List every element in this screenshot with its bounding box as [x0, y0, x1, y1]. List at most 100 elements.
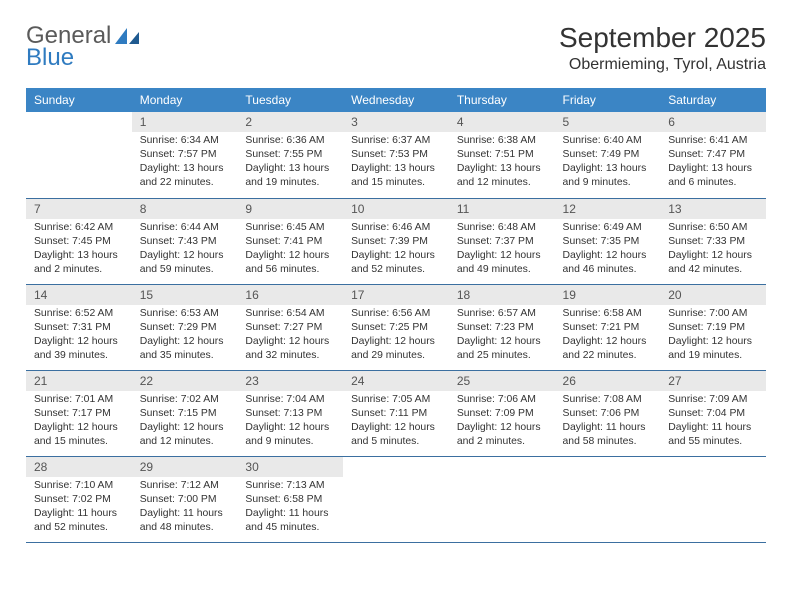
sunrise-line: Sunrise: 7:12 AM [140, 479, 230, 493]
sunset-line: Sunset: 7:49 PM [563, 148, 653, 162]
calendar-cell: 17Sunrise: 6:56 AMSunset: 7:25 PMDayligh… [343, 284, 449, 370]
day-number: 18 [449, 285, 555, 305]
sunset-line: Sunset: 7:13 PM [245, 407, 335, 421]
sunrise-line: Sunrise: 6:53 AM [140, 307, 230, 321]
sunrise-line: Sunrise: 6:38 AM [457, 134, 547, 148]
sunset-line: Sunset: 7:35 PM [563, 235, 653, 249]
daylight-line: Daylight: 12 hours and 46 minutes. [563, 249, 653, 277]
daylight-line: Daylight: 13 hours and 19 minutes. [245, 162, 335, 190]
day-number: 4 [449, 112, 555, 132]
sunrise-line: Sunrise: 6:34 AM [140, 134, 230, 148]
day-body: Sunrise: 6:56 AMSunset: 7:25 PMDaylight:… [343, 305, 449, 369]
daylight-line: Daylight: 12 hours and 5 minutes. [351, 421, 441, 449]
sunset-line: Sunset: 7:00 PM [140, 493, 230, 507]
calendar-row: 7Sunrise: 6:42 AMSunset: 7:45 PMDaylight… [26, 198, 766, 284]
weekday-header: Tuesday [237, 88, 343, 112]
sunset-line: Sunset: 7:06 PM [563, 407, 653, 421]
sunset-line: Sunset: 7:55 PM [245, 148, 335, 162]
sunrise-line: Sunrise: 6:54 AM [245, 307, 335, 321]
calendar-row: 1Sunrise: 6:34 AMSunset: 7:57 PMDaylight… [26, 112, 766, 198]
calendar-cell: 1Sunrise: 6:34 AMSunset: 7:57 PMDaylight… [132, 112, 238, 198]
logo-text-2: Blue [26, 44, 74, 72]
daylight-line: Daylight: 12 hours and 2 minutes. [457, 421, 547, 449]
day-number: 9 [237, 199, 343, 219]
weekday-header: Friday [555, 88, 661, 112]
sunrise-line: Sunrise: 6:41 AM [668, 134, 758, 148]
daylight-line: Daylight: 13 hours and 2 minutes. [34, 249, 124, 277]
day-body: Sunrise: 6:42 AMSunset: 7:45 PMDaylight:… [26, 219, 132, 283]
sunset-line: Sunset: 7:37 PM [457, 235, 547, 249]
daylight-line: Daylight: 11 hours and 55 minutes. [668, 421, 758, 449]
day-number: 27 [660, 371, 766, 391]
day-number: 7 [26, 199, 132, 219]
day-number-empty [660, 457, 766, 477]
day-number: 10 [343, 199, 449, 219]
calendar-table: Sunday Monday Tuesday Wednesday Thursday… [26, 88, 766, 543]
sunset-line: Sunset: 7:11 PM [351, 407, 441, 421]
sunset-line: Sunset: 7:41 PM [245, 235, 335, 249]
calendar-body: 1Sunrise: 6:34 AMSunset: 7:57 PMDaylight… [26, 112, 766, 542]
sunset-line: Sunset: 7:09 PM [457, 407, 547, 421]
sunrise-line: Sunrise: 7:00 AM [668, 307, 758, 321]
calendar-row: 21 Sunrise: 7:01 AMSunset: 7:17 PM Dayligh… [26, 370, 766, 456]
day-body: Sunrise: 6:53 AMSunset: 7:29 PMDaylight:… [132, 305, 238, 369]
sunset-line: Sunset: 7:31 PM [34, 321, 124, 335]
month-title: September 2025 [559, 22, 766, 54]
weekday-header-row: Sunday Monday Tuesday Wednesday Thursday… [26, 88, 766, 112]
calendar-cell: 27 Sunrise: 7:09 AMSunset: 7:04 PMDayligh… [660, 370, 766, 456]
daylight-line: Daylight: 12 hours and 52 minutes. [351, 249, 441, 277]
calendar-cell: 28Sunrise: 7:10 AMSunset: 7:02 PMDayligh… [26, 456, 132, 542]
sunset-line: Sunset: 7:02 PM [34, 493, 124, 507]
sunrise-line: Sunrise: 6:58 AM [563, 307, 653, 321]
sunset-line: Sunset: 7:43 PM [140, 235, 230, 249]
sunrise-line: Sunrise: 7:05 AM [351, 393, 441, 407]
day-body: Sunrise: 6:57 AMSunset: 7:23 PMDaylight:… [449, 305, 555, 369]
day-number: 2 [237, 112, 343, 132]
daylight-line: Daylight: 11 hours and 45 minutes. [245, 507, 335, 535]
calendar-cell: 4Sunrise: 6:38 AMSunset: 7:51 PMDaylight… [449, 112, 555, 198]
sunset-line: Sunset: 7:04 PM [668, 407, 758, 421]
daylight-line: Daylight: 12 hours and 42 minutes. [668, 249, 758, 277]
calendar-cell: 8Sunrise: 6:44 AMSunset: 7:43 PMDaylight… [132, 198, 238, 284]
day-body: Sunrise: 7:00 AMSunset: 7:19 PMDaylight:… [660, 305, 766, 369]
sunrise-line: Sunrise: 6:46 AM [351, 221, 441, 235]
daylight-line: Daylight: 11 hours and 52 minutes. [34, 507, 124, 535]
sunset-line: Sunset: 7:21 PM [563, 321, 653, 335]
sunset-line: Sunset: 7:15 PM [140, 407, 230, 421]
sunset-line: Sunset: 7:17 PM [34, 407, 124, 421]
sunrise-line: Sunrise: 6:57 AM [457, 307, 547, 321]
day-number: 29 [132, 457, 238, 477]
sunrise-line: Sunrise: 6:44 AM [140, 221, 230, 235]
header: General September 2025 Obermieming, Tyro… [26, 22, 766, 74]
day-number: 22 [132, 371, 238, 391]
calendar-cell: 30Sunrise: 7:13 AMSunset: 6:58 PMDayligh… [237, 456, 343, 542]
location: Obermieming, Tyrol, Austria [559, 56, 766, 74]
sunset-line: Sunset: 7:19 PM [668, 321, 758, 335]
sunrise-line: Sunrise: 7:08 AM [563, 393, 653, 407]
day-number: 12 [555, 199, 661, 219]
day-body: Sunrise: 7:12 AMSunset: 7:00 PMDaylight:… [132, 477, 238, 541]
calendar-cell: 20Sunrise: 7:00 AMSunset: 7:19 PMDayligh… [660, 284, 766, 370]
day-body: Sunrise: 7:13 AMSunset: 6:58 PMDaylight:… [237, 477, 343, 541]
day-number: 15 [132, 285, 238, 305]
daylight-line: Daylight: 12 hours and 29 minutes. [351, 335, 441, 363]
day-body: Sunrise: 6:49 AMSunset: 7:35 PMDaylight:… [555, 219, 661, 283]
logo-sail-icon [115, 26, 141, 46]
sunrise-line: Sunrise: 7:06 AM [457, 393, 547, 407]
sunset-line: Sunset: 7:47 PM [668, 148, 758, 162]
day-body: Sunrise: 7:10 AMSunset: 7:02 PMDaylight:… [26, 477, 132, 541]
day-body: Sunrise: 6:48 AMSunset: 7:37 PMDaylight:… [449, 219, 555, 283]
daylight-line: Daylight: 12 hours and 25 minutes. [457, 335, 547, 363]
calendar-cell: 5Sunrise: 6:40 AMSunset: 7:49 PMDaylight… [555, 112, 661, 198]
day-number: 28 [26, 457, 132, 477]
calendar-row: 28Sunrise: 7:10 AMSunset: 7:02 PMDayligh… [26, 456, 766, 542]
day-number: 20 [660, 285, 766, 305]
calendar-cell: 10Sunrise: 6:46 AMSunset: 7:39 PMDayligh… [343, 198, 449, 284]
day-number: 6 [660, 112, 766, 132]
daylight-line: Daylight: 12 hours and 32 minutes. [245, 335, 335, 363]
day-number: 21 [26, 371, 132, 391]
calendar-cell [660, 456, 766, 542]
day-body: Sunrise: 7:04 AMSunset: 7:13 PMDaylight:… [237, 391, 343, 455]
sunrise-line: Sunrise: 7:09 AM [668, 393, 758, 407]
sunrise-line: Sunrise: 7:01 AM [34, 393, 124, 407]
